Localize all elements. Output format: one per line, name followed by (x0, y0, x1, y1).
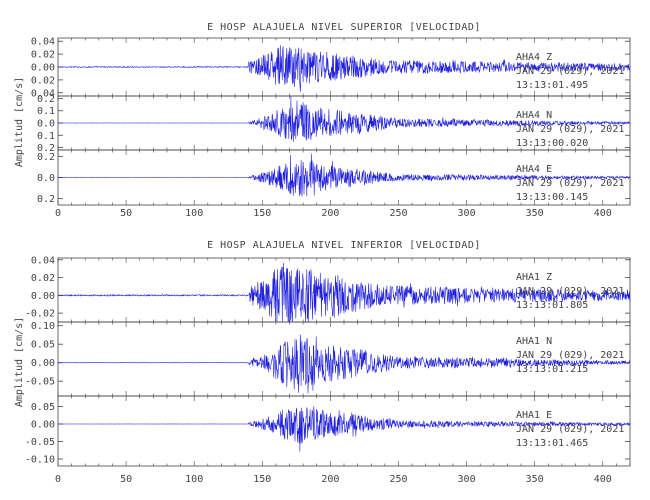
panel-title: E HOSP ALAJUELA NIVEL SUPERIOR [VELOCIDA… (207, 22, 481, 33)
x-tick-label: 200 (321, 474, 339, 485)
waveform-line (57, 96, 631, 142)
y-tick-label: 0.02 (31, 50, 55, 61)
y-tick-label: -0.02 (25, 309, 55, 320)
x-tick-label: 300 (458, 474, 476, 485)
y-tick-label: 0.05 (31, 340, 55, 351)
x-tick-label: 0 (55, 208, 61, 219)
waveform-line (57, 262, 631, 323)
panel-superior: E HOSP ALAJUELA NIVEL SUPERIOR [VELOCIDA… (14, 22, 631, 219)
x-tick-label: 300 (458, 208, 476, 219)
y-axis-label: Amplitud [cm/s] (14, 77, 25, 167)
date-label: JAN 29 (029), 2021 (516, 350, 624, 361)
time-label: 13:13:00.020 (516, 138, 588, 149)
x-tick-label: 250 (389, 474, 407, 485)
y-tick-label: 0.1 (37, 131, 55, 142)
y-tick-label: -0.05 (25, 437, 55, 448)
station-label: AHA4 N (516, 110, 552, 121)
y-tick-label: 0.0 (37, 119, 55, 130)
time-label: 13:13:00.145 (516, 192, 588, 203)
date-label: JAN 29 (029), 2021 (516, 286, 624, 297)
y-tick-label: 0.00 (31, 420, 55, 431)
x-tick-label: 150 (253, 208, 271, 219)
y-tick-label: 0.02 (31, 75, 55, 86)
x-tick-label: 400 (594, 208, 612, 219)
y-tick-label: 0.04 (31, 88, 55, 99)
y-tick-label: 0.02 (31, 273, 55, 284)
waveform-line (58, 334, 631, 394)
station-label: AHA4 E (516, 164, 552, 175)
waveform-line (58, 153, 631, 197)
y-tick-label: 0.2 (37, 152, 55, 163)
trace-aha1-e: 0.05 0.00 -0.05 -0.10 AHA1 E JAN 29 (029), 20… (25, 395, 631, 467)
panel-title: E HOSP ALAJUELA NIVEL INFERIOR [VELOCIDA… (207, 240, 481, 251)
y-tick-label: 0.0 (37, 173, 55, 184)
trace-aha1-n: 0.10 0.05 0.00 -0.05 AHA1 N JAN 29 (029), 202… (25, 321, 631, 397)
time-label: 13:13:01.215 (516, 364, 588, 375)
x-tick-label: 200 (321, 208, 339, 219)
station-label: AHA1 E (516, 410, 552, 421)
panel-inferior: E HOSP ALAJUELA NIVEL INFERIOR [VELOCIDA… (14, 240, 631, 485)
y-tick-label: 0.00 (31, 63, 55, 74)
trace-aha4-e: 0.2 0.0 0.2 AHA4 E JAN 29 (029), 2021 13:13:0… (37, 149, 631, 206)
y-tick-label: 0.1 (37, 106, 55, 117)
date-label: JAN 29 (029), 2021 (516, 178, 624, 189)
x-tick-label: 100 (185, 208, 203, 219)
x-tick-label: 250 (389, 208, 407, 219)
x-tick-label: 400 (594, 474, 612, 485)
y-tick-label: 0.2 (37, 194, 55, 205)
time-label: 13:13:01.805 (516, 300, 588, 311)
station-label: AHA1 Z (516, 272, 552, 283)
station-label: AHA4 Z (516, 52, 552, 63)
y-tick-label: 0.05 (31, 402, 55, 413)
x-tick-label: 50 (120, 208, 132, 219)
date-label: JAN 29 (029), 2021 (516, 424, 624, 435)
station-label: AHA1 N (516, 336, 552, 347)
x-tick-label: 350 (526, 208, 544, 219)
x-tick-label: 350 (526, 474, 544, 485)
y-tick-label: -0.10 (25, 455, 55, 466)
y-tick-label: 0.00 (31, 358, 55, 369)
waveform-line (57, 406, 631, 452)
x-tick-label: 100 (185, 474, 203, 485)
x-tick-label: 50 (120, 474, 132, 485)
y-tick-label: 0.10 (31, 321, 55, 332)
date-label: JAN 29 (029), 2021 (516, 66, 624, 77)
time-label: 13:13:01.465 (516, 438, 588, 449)
y-tick-label: 0.2 (37, 143, 55, 154)
y-tick-label: 0.04 (31, 37, 55, 48)
date-label: JAN 29 (029), 2021 (516, 124, 624, 135)
trace-aha1-z: 0.04 0.02 0.00 -0.02 AHA1 Z JAN 29 (029), 202… (25, 255, 631, 323)
y-tick-label: 0.2 (37, 94, 55, 105)
waveform-line (57, 45, 631, 92)
y-tick-label: 0.00 (31, 291, 55, 302)
x-tick-label: 0 (55, 474, 61, 485)
y-axis-label: Amplitud [cm/s] (14, 317, 25, 407)
time-label: 13:13:01.495 (516, 80, 588, 91)
x-tick-label: 150 (253, 474, 271, 485)
y-tick-label: 0.04 (31, 255, 55, 266)
y-tick-label: -0.05 (25, 377, 55, 388)
